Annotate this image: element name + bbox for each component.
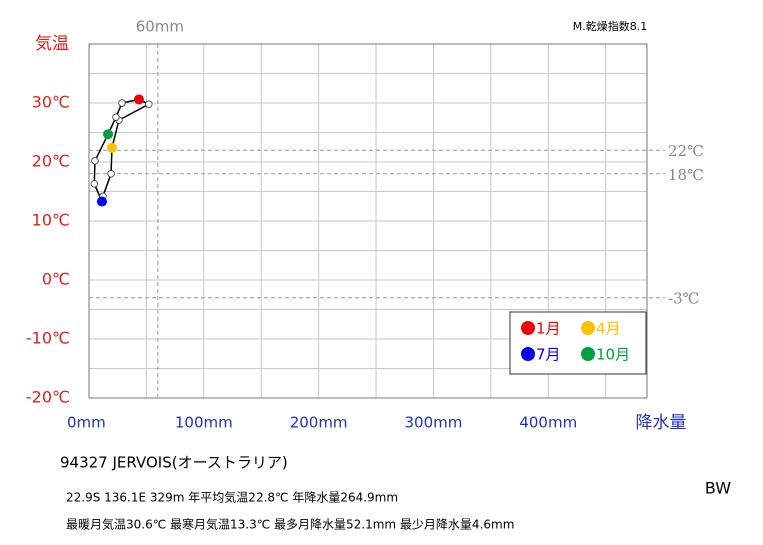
x-axis-label: 降水量 — [636, 413, 687, 433]
climate-class: BW — [705, 479, 731, 498]
y-tick-label: -20℃ — [26, 388, 70, 407]
y-tick-label: 10℃ — [32, 211, 70, 230]
station: 94327 JERVOIS(オーストラリア) — [60, 454, 288, 472]
legend-marker — [521, 321, 535, 335]
y-tick-label: -10℃ — [26, 329, 70, 348]
month-point — [96, 196, 107, 207]
info-line: 最暖月気温30.6℃ 最寒月気温13.3℃ 最多月降水量52.1mm 最少月降水… — [66, 517, 514, 532]
ref-label: 18℃ — [668, 166, 704, 184]
y-axis-label: 気温 — [35, 34, 69, 54]
legend-marker — [581, 321, 595, 335]
info-line: 22.9S 136.1E 329m 年平均気温22.8℃ 年降水量264.9mm — [66, 490, 398, 505]
x-tick-label: 400mm — [519, 414, 577, 432]
ref-label: -3℃ — [668, 290, 699, 308]
x-tick-label: 100mm — [175, 414, 233, 432]
legend-label: 7月 — [536, 346, 561, 364]
x-tick-label: 200mm — [290, 414, 348, 432]
ref-label: 22℃ — [668, 142, 704, 160]
month-point — [106, 142, 117, 153]
x-tick-label: 300mm — [405, 414, 463, 432]
legend-label: 4月 — [596, 320, 621, 338]
month-point — [103, 129, 114, 140]
month-point — [145, 100, 153, 108]
legend-box — [509, 311, 647, 375]
ref-label: 60mm — [136, 18, 184, 36]
month-point — [107, 170, 115, 178]
y-tick-label: 20℃ — [32, 152, 70, 171]
index-note: M.乾燥指数8.1 — [573, 19, 647, 33]
legend-label: 1月 — [536, 320, 561, 338]
legend-label: 10月 — [596, 346, 630, 364]
legend-marker — [581, 347, 595, 361]
month-point — [118, 99, 126, 107]
y-tick-label: 30℃ — [32, 93, 70, 112]
legend-marker — [521, 347, 535, 361]
month-point — [90, 180, 98, 188]
month-point — [112, 113, 120, 121]
month-point — [91, 157, 99, 165]
x-tick-label: 0mm — [67, 414, 106, 432]
plot-frame — [88, 43, 648, 399]
y-tick-label: 0℃ — [42, 270, 70, 289]
month-point — [133, 94, 144, 105]
